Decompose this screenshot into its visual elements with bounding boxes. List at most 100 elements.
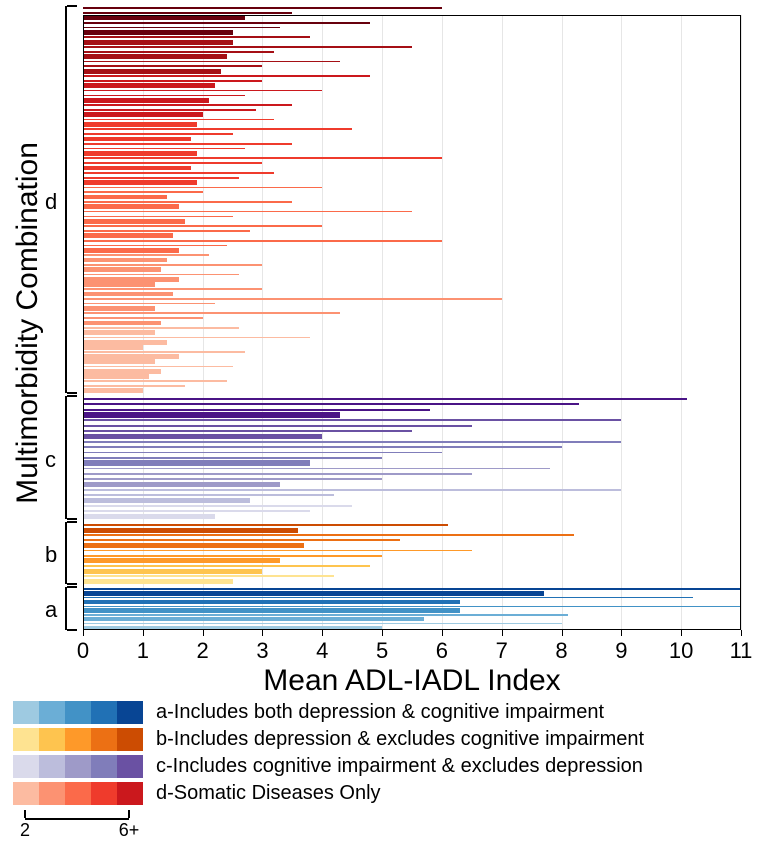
bar xyxy=(83,148,245,150)
legend-label: c-Includes cognitive impairment & exclud… xyxy=(156,755,643,778)
bar xyxy=(83,195,167,200)
bar xyxy=(83,288,262,290)
legend: a-Includes both depression & cognitive i… xyxy=(12,700,644,838)
bar xyxy=(83,498,250,503)
bar xyxy=(83,51,274,53)
bar xyxy=(83,267,161,272)
bar xyxy=(83,327,239,329)
x-tick-label: 9 xyxy=(615,638,627,664)
bar xyxy=(83,425,472,427)
bar xyxy=(83,216,233,218)
plot-area xyxy=(83,15,741,630)
bar xyxy=(83,510,310,512)
bar xyxy=(83,494,334,496)
legend-swatch xyxy=(117,782,143,805)
bar xyxy=(83,201,292,203)
bar xyxy=(83,46,412,48)
legend-label: a-Includes both depression & cognitive i… xyxy=(156,701,604,724)
legend-row: c-Includes cognitive impairment & exclud… xyxy=(12,754,644,779)
legend-scale-bracket xyxy=(25,810,129,820)
bar xyxy=(83,245,227,247)
bar xyxy=(83,15,245,20)
bar xyxy=(83,555,382,557)
x-tick xyxy=(621,630,622,636)
bar xyxy=(83,104,292,106)
bar xyxy=(83,614,568,616)
legend-swatch xyxy=(117,728,143,751)
grid-line xyxy=(322,15,323,630)
bar xyxy=(83,441,621,443)
bar xyxy=(83,558,280,563)
bar xyxy=(83,369,161,374)
grid-line xyxy=(562,15,563,630)
bar xyxy=(83,460,310,465)
bar xyxy=(83,597,693,599)
x-tick xyxy=(741,630,742,636)
legend-swatch-strip xyxy=(12,700,144,725)
x-tick xyxy=(562,630,563,636)
legend-swatch xyxy=(65,755,91,778)
bar xyxy=(83,446,562,448)
bar xyxy=(83,54,227,59)
legend-scale-left: 2 xyxy=(20,820,30,841)
bar xyxy=(83,98,209,103)
x-tick-label: 6 xyxy=(436,638,448,664)
legend-row: b-Includes depression & excludes cogniti… xyxy=(12,727,644,752)
bar xyxy=(83,606,741,608)
legend-row: a-Includes both depression & cognitive i… xyxy=(12,700,644,725)
bar xyxy=(83,204,179,209)
bar xyxy=(83,600,460,604)
legend-swatch xyxy=(13,755,39,778)
bar xyxy=(83,36,310,38)
grid-line xyxy=(681,15,682,630)
bar xyxy=(83,30,233,35)
figure-canvas: Mean ADL-IADL Index Multimorbidity Combi… xyxy=(0,0,776,850)
bar xyxy=(83,166,191,171)
bar xyxy=(83,524,448,526)
grid-line xyxy=(262,15,263,630)
grid-line xyxy=(621,15,622,630)
group-bracket-label: b xyxy=(45,542,57,568)
x-tick xyxy=(262,630,263,636)
legend-row: d-Somatic Diseases Only xyxy=(12,781,644,806)
bar xyxy=(83,366,233,368)
bar xyxy=(83,617,424,621)
bar xyxy=(83,351,245,353)
x-tick-label: 7 xyxy=(496,638,508,664)
bar xyxy=(83,419,621,421)
bar xyxy=(83,403,579,405)
bar xyxy=(83,219,185,224)
legend-swatch xyxy=(39,728,65,751)
bar xyxy=(83,40,233,45)
bar xyxy=(83,264,262,266)
bar xyxy=(83,345,143,350)
bar xyxy=(83,298,502,300)
group-bracket-label: c xyxy=(45,447,56,473)
plot-border xyxy=(83,15,741,630)
x-tick-label: 3 xyxy=(256,638,268,664)
x-tick-label: 11 xyxy=(730,638,753,664)
bar xyxy=(83,303,215,305)
bar xyxy=(83,151,197,156)
bar xyxy=(83,330,155,335)
bar xyxy=(83,274,239,276)
bar xyxy=(83,22,370,24)
legend-swatch-strip xyxy=(12,727,144,752)
bar xyxy=(83,579,233,584)
legend-scale-right: 6+ xyxy=(119,820,140,841)
bar xyxy=(83,473,472,475)
bar xyxy=(83,230,250,232)
x-tick xyxy=(143,630,144,636)
x-tick xyxy=(502,630,503,636)
bar xyxy=(83,380,227,382)
legend-swatch xyxy=(13,782,39,805)
bar xyxy=(83,452,442,454)
bar xyxy=(83,122,197,127)
bar xyxy=(83,608,460,612)
bar xyxy=(83,69,221,74)
legend-label: b-Includes depression & excludes cogniti… xyxy=(156,728,644,751)
bar xyxy=(83,539,400,541)
x-tick xyxy=(322,630,323,636)
bar xyxy=(83,457,382,459)
bar xyxy=(83,588,741,590)
